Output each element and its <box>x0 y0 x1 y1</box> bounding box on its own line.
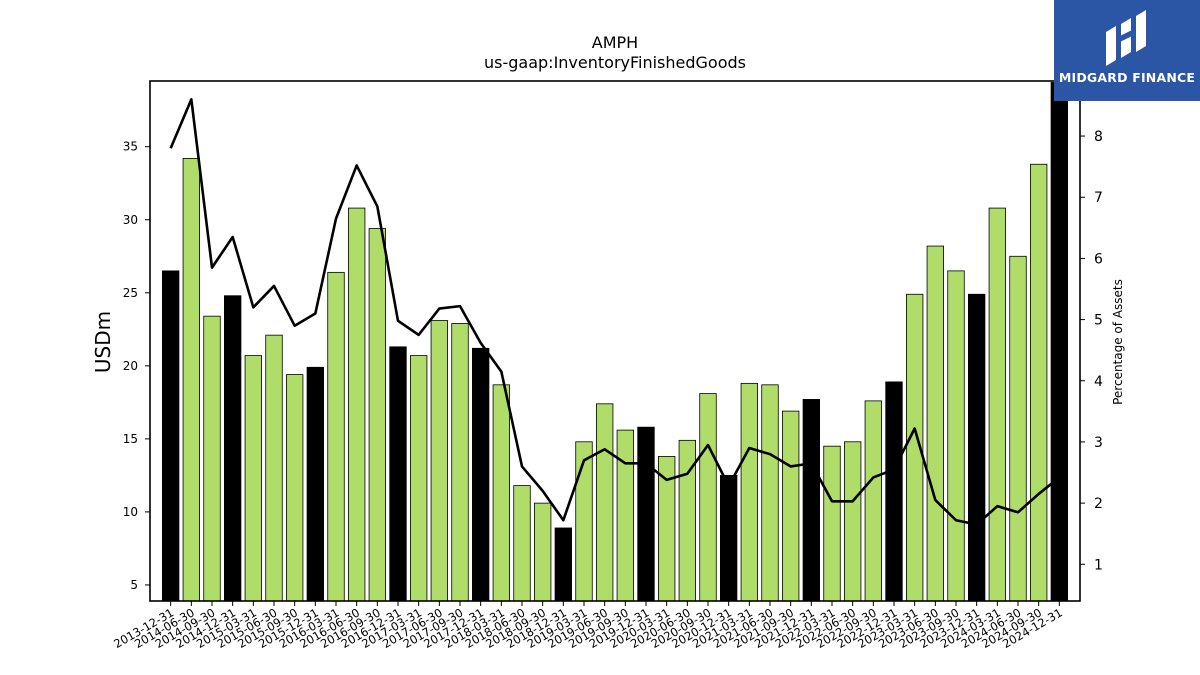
bar <box>926 245 944 602</box>
bar <box>968 293 986 602</box>
bar <box>347 207 366 602</box>
bar <box>885 381 903 602</box>
axes: 5101520253035123456782013-12-312014-06-3… <box>111 80 1103 651</box>
bar <box>1050 82 1068 602</box>
bar <box>203 315 221 602</box>
bar <box>699 393 717 602</box>
bar <box>182 158 200 602</box>
bar <box>575 441 593 602</box>
chart-title: AMPH <box>592 33 638 52</box>
bar <box>1009 255 1027 602</box>
y2-tick-label: 1 <box>1094 557 1103 573</box>
series-line <box>169 98 1061 526</box>
bar <box>471 347 490 602</box>
bar <box>265 334 283 602</box>
bar <box>409 355 428 602</box>
bar <box>492 384 511 602</box>
y2-tick-label: 6 <box>1094 251 1103 267</box>
y-tick-label: 5 <box>130 578 138 592</box>
line-series <box>169 98 1061 526</box>
bar-series <box>161 82 1068 602</box>
bar <box>430 320 449 602</box>
bar <box>554 527 572 602</box>
y2-tick-label: 4 <box>1094 374 1103 390</box>
y2-tick-label: 7 <box>1094 190 1103 206</box>
y2-tick-label: 3 <box>1094 435 1103 451</box>
bar <box>534 502 552 602</box>
bar <box>720 474 738 602</box>
y2-tick-label: 8 <box>1094 129 1103 145</box>
bar <box>389 346 407 602</box>
bar <box>864 400 882 602</box>
y-tick-label: 25 <box>123 286 138 300</box>
bar <box>616 429 634 602</box>
bar <box>513 485 531 602</box>
bar <box>368 228 387 602</box>
y2-tick-label: 2 <box>1094 496 1103 512</box>
bar <box>782 410 800 602</box>
bar <box>327 271 345 602</box>
logo-mark-icon <box>1106 10 1146 66</box>
logo-text: MIDGARD FINANCE <box>1058 70 1196 85</box>
bar <box>596 403 614 602</box>
chart-subtitle: us-gaap:InventoryFinishedGoods <box>484 53 746 72</box>
bar <box>306 366 325 602</box>
y2-axis-label: Percentage of Assets <box>1111 279 1125 405</box>
bar <box>244 355 262 602</box>
bar <box>740 382 758 602</box>
bar <box>947 270 965 602</box>
bar <box>988 207 1006 602</box>
midgard-finance-logo: MIDGARD FINANCE <box>1054 0 1200 101</box>
bar <box>637 426 655 602</box>
bar <box>223 295 242 602</box>
y-tick-label: 35 <box>123 140 138 154</box>
y-tick-label: 10 <box>123 505 138 519</box>
plot-frame <box>149 80 1081 602</box>
bar <box>1030 163 1048 602</box>
bar <box>285 374 304 602</box>
bar <box>844 441 862 602</box>
y-tick-label: 30 <box>123 213 138 227</box>
bar <box>761 384 779 602</box>
y-axis-label: USDm <box>91 311 115 373</box>
bar <box>802 399 820 602</box>
bar <box>161 270 180 602</box>
y2-tick-label: 5 <box>1094 313 1103 329</box>
y-tick-label: 20 <box>123 359 138 373</box>
bar <box>823 445 841 602</box>
bar <box>451 323 469 602</box>
y-tick-label: 15 <box>123 432 138 446</box>
